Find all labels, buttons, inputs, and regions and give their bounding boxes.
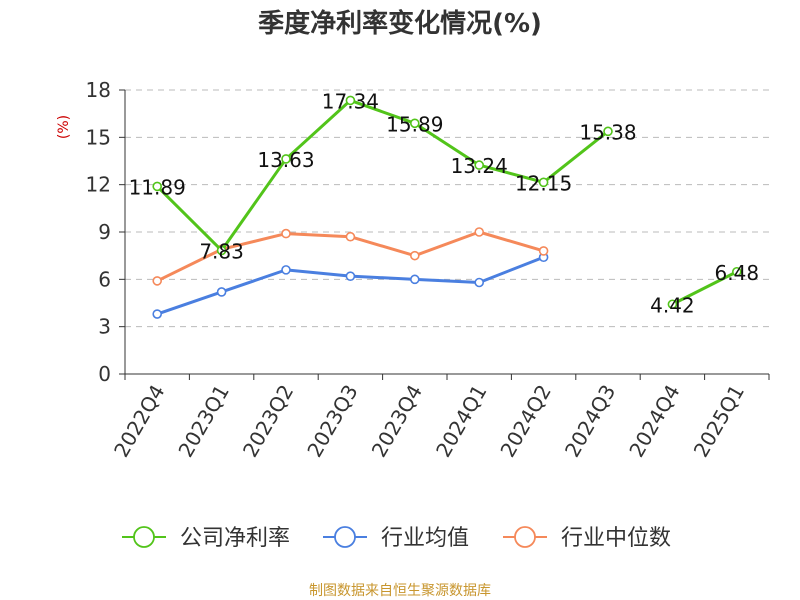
- y-tick-label: 0: [98, 362, 111, 386]
- x-tick-label: 2024Q2: [495, 381, 555, 462]
- data-point[interactable]: [152, 181, 162, 192]
- grid-lines: [125, 89, 769, 328]
- x-tick-label: 2022Q4: [109, 381, 169, 462]
- data-point[interactable]: [152, 276, 162, 286]
- legend-marker: [133, 526, 155, 548]
- x-tick-label: 2024Q3: [560, 381, 620, 462]
- x-tick-label: 2023Q3: [302, 381, 362, 462]
- source-note: 制图数据来自恒生聚源数据库: [309, 583, 491, 599]
- y-tick-label: 3: [98, 315, 111, 339]
- data-point[interactable]: [538, 246, 549, 256]
- x-tick-label: 2025Q1: [689, 381, 749, 462]
- data-labels: 11.89 7.83 13.63 17.34 15.89 13.24 12.15 15.38 4…: [129, 89, 759, 317]
- data-point[interactable]: [731, 266, 742, 277]
- legend-marker: [334, 526, 356, 548]
- data-point[interactable]: [474, 277, 485, 288]
- data-label: 4.42: [650, 293, 695, 317]
- data-point[interactable]: [474, 227, 485, 237]
- data-point[interactable]: [538, 177, 549, 188]
- data-point[interactable]: [281, 265, 291, 275]
- data-point[interactable]: [216, 245, 227, 256]
- x-tick-label: 2023Q1: [173, 381, 233, 462]
- series-layer: [152, 95, 742, 319]
- y-axis-unit-label: (%): [56, 115, 72, 139]
- legend-label: 行业均值: [381, 526, 469, 551]
- series-line: [156, 255, 545, 316]
- y-tick-label: 6: [98, 267, 111, 291]
- chart-title: 季度净利率变化情况(%): [258, 8, 542, 39]
- legend-label: 行业中位数: [561, 526, 671, 551]
- data-label: 12.15: [515, 171, 572, 195]
- data-point[interactable]: [603, 126, 613, 137]
- y-tick-label: 18: [86, 78, 111, 102]
- data-point[interactable]: [345, 271, 356, 281]
- data-point[interactable]: [409, 274, 420, 285]
- x-tick-label: 2023Q2: [238, 381, 298, 462]
- data-label: 13.24: [451, 154, 508, 178]
- data-point[interactable]: [281, 154, 291, 164]
- x-tick-label: 2023Q4: [367, 381, 427, 462]
- series-line: [671, 270, 738, 306]
- data-point[interactable]: [281, 228, 291, 239]
- y-tick-label: 9: [98, 220, 111, 244]
- data-label: 11.89: [129, 175, 186, 199]
- data-point[interactable]: [667, 299, 678, 310]
- data-label: 15.38: [579, 120, 636, 144]
- data-label: 6.48: [715, 261, 760, 285]
- x-tick-label: 2024Q1: [431, 381, 491, 462]
- y-tick-label: 12: [86, 173, 111, 197]
- legend-label: 公司净利率: [180, 526, 290, 551]
- data-label: 13.63: [257, 148, 314, 172]
- data-point[interactable]: [152, 309, 162, 319]
- y-tick-label: 15: [86, 125, 111, 149]
- data-point[interactable]: [474, 160, 485, 170]
- legend-marker: [514, 526, 536, 548]
- data-point[interactable]: [345, 231, 356, 242]
- x-tick-label: 2024Q4: [624, 381, 684, 462]
- data-label: 17.34: [322, 89, 379, 113]
- data-point[interactable]: [345, 95, 356, 106]
- data-point[interactable]: [409, 250, 420, 261]
- data-label: 7.83: [199, 239, 244, 263]
- data-point[interactable]: [216, 287, 227, 297]
- legend: 公司净利率 行业均值 行业中位数: [122, 526, 671, 551]
- series-line: [156, 98, 609, 252]
- data-label: 15.89: [386, 112, 443, 136]
- data-point[interactable]: [409, 118, 420, 129]
